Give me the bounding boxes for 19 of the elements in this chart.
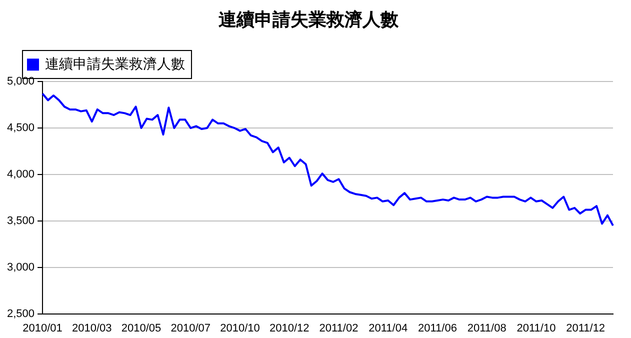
y-tick-label: 2,500	[6, 308, 35, 320]
y-tick-label: 3,000	[6, 261, 35, 274]
x-tick-label: 2011/02	[319, 322, 358, 334]
x-tick-label: 2011/06	[418, 322, 457, 334]
y-tick-label: 3,500	[6, 214, 35, 227]
x-tick-label: 2010/07	[170, 322, 211, 334]
x-tick-label: 2010/01	[22, 322, 62, 334]
x-tick-label: 2010/05	[121, 322, 162, 334]
x-tick-label: 2011/08	[467, 322, 506, 334]
x-tick-label: 2011/12	[566, 322, 606, 334]
chart-title: 連續申請失業救濟人數	[218, 9, 400, 30]
x-tick-label: 2011/10	[516, 322, 556, 334]
x-tick-label: 2010/03	[72, 322, 112, 334]
legend-label: 連續申請失業救濟人數	[45, 55, 185, 72]
x-tick-label: 2010/10	[220, 322, 260, 334]
x-tick-label: 2010/12	[269, 322, 310, 334]
y-tick-label: 4,000	[6, 168, 35, 181]
y-tick-label: 4,500	[6, 122, 35, 134]
x-tick-label: 2011/04	[368, 322, 408, 334]
